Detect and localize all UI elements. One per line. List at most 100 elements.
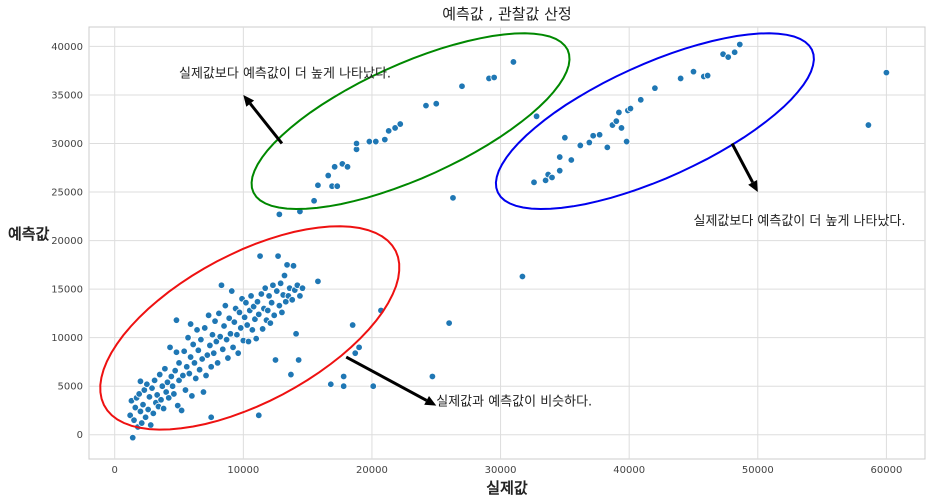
data-point <box>276 279 285 287</box>
data-point <box>264 306 272 315</box>
data-point <box>217 281 226 289</box>
data-point <box>257 290 266 298</box>
data-point <box>185 369 194 378</box>
data-point <box>192 374 200 383</box>
data-point <box>445 319 453 327</box>
data-point <box>509 58 518 66</box>
data-point <box>280 271 289 280</box>
data-point <box>157 396 165 404</box>
data-point <box>163 378 172 387</box>
data-point <box>243 321 251 329</box>
data-point <box>175 359 183 367</box>
data-point <box>736 40 744 49</box>
data-point <box>149 409 158 418</box>
annotation-arrow-head <box>748 180 758 192</box>
data-point <box>381 135 389 144</box>
data-point <box>183 363 191 371</box>
ellipse-blue <box>494 32 815 211</box>
y-tick-label: 5000 <box>58 382 83 393</box>
data-point <box>240 313 249 321</box>
y-axis-label: 예측값 <box>8 225 50 243</box>
data-point <box>676 74 685 83</box>
data-point <box>208 331 217 339</box>
data-point <box>172 316 181 324</box>
data-point <box>518 272 527 281</box>
data-point <box>219 345 227 354</box>
data-point <box>221 301 230 310</box>
x-tick-label: 10000 <box>227 465 259 476</box>
data-point <box>490 73 498 82</box>
y-tick-label: 15000 <box>51 285 83 296</box>
chart-title: 예측값 , 관찰값 산정 <box>442 5 571 23</box>
data-point <box>283 261 291 269</box>
data-point <box>131 403 140 412</box>
ellipse-red <box>99 225 401 431</box>
data-point <box>396 120 404 128</box>
data-point <box>188 392 196 400</box>
data-point <box>158 382 167 390</box>
x-tick-label: 60000 <box>871 465 903 476</box>
data-point <box>567 156 576 164</box>
data-point <box>343 163 352 171</box>
data-point <box>189 340 197 349</box>
data-point <box>130 416 138 424</box>
data-point <box>150 376 159 385</box>
x-tick-label: 0 <box>112 465 118 476</box>
data-point <box>265 292 273 300</box>
data-point <box>175 376 183 385</box>
data-point <box>224 354 232 362</box>
data-point <box>167 372 176 381</box>
data-point <box>314 181 322 189</box>
data-point <box>136 377 145 386</box>
data-point <box>202 371 210 380</box>
data-point <box>174 401 182 410</box>
data-point <box>617 124 626 132</box>
data-point <box>296 292 304 300</box>
data-point <box>244 337 253 346</box>
data-point <box>148 384 156 392</box>
data-point <box>266 319 275 327</box>
data-point <box>703 71 712 80</box>
data-point <box>234 349 242 357</box>
data-point <box>252 334 260 343</box>
data-point <box>556 153 564 161</box>
data-point <box>170 390 178 398</box>
data-point <box>372 137 380 146</box>
data-point <box>422 101 430 110</box>
data-point <box>197 335 205 344</box>
data-point <box>180 347 188 355</box>
annotation-arrows <box>243 95 758 406</box>
data-point <box>339 372 348 381</box>
data-point <box>126 411 134 420</box>
data-point <box>288 296 296 304</box>
data-point <box>612 117 621 125</box>
x-tick-label: 20000 <box>356 465 388 476</box>
data-point <box>156 370 164 379</box>
data-point <box>449 194 457 202</box>
data-point <box>369 382 377 390</box>
data-point <box>212 337 221 346</box>
highlight-ellipses <box>99 32 815 431</box>
x-axis-ticks: 0 10000 20000 30000 40000 50000 60000 <box>112 465 903 476</box>
ellipse-green <box>250 32 571 211</box>
data-point <box>556 166 564 175</box>
data-point <box>352 139 361 148</box>
y-tick-label: 20000 <box>51 236 83 247</box>
data-points <box>126 40 891 442</box>
y-tick-label: 0 <box>77 430 83 441</box>
annotation-arrow-head <box>243 95 255 107</box>
data-point <box>258 325 267 333</box>
data-point <box>548 173 556 182</box>
data-point <box>615 108 623 117</box>
data-point <box>270 311 278 320</box>
data-point <box>203 351 212 359</box>
data-point <box>207 363 215 371</box>
data-point <box>144 405 152 414</box>
data-point <box>289 262 298 270</box>
data-point <box>204 311 213 320</box>
data-point <box>136 407 145 416</box>
data-point <box>201 324 209 332</box>
data-point <box>589 132 597 140</box>
data-point <box>237 324 245 332</box>
